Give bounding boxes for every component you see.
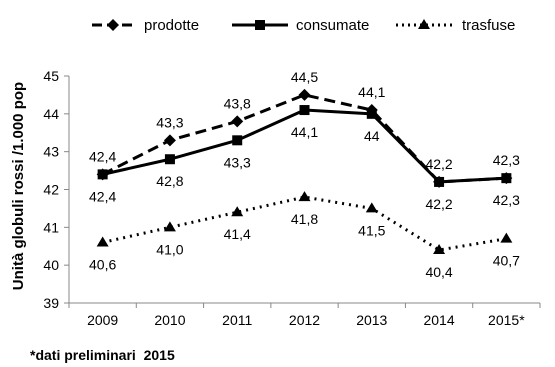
point-trasfuse [163,221,176,232]
data-label-trasfuse: 40,4 [425,264,452,280]
series-consumate: 42,4 42,8 43,3 44,1 44 42,2 42,3 [89,105,520,212]
point-trasfuse [433,244,446,255]
point-trasfuse [500,232,513,243]
point-prodotte [96,168,109,181]
axes: 39 40 41 42 43 44 45 2009 2010 2011 2012 2013 2014 20… [43,68,541,328]
y-axis-title: Unità globuli rossi /1.000 pop [10,82,27,290]
point-consumate [164,154,175,165]
y-tick-label: 45 [43,68,59,84]
point-trasfuse [96,236,109,247]
y-tick-label: 42 [43,182,59,198]
legend-item-trasfuse: trasfuse [396,17,515,34]
point-prodotte [500,172,513,185]
legend-label-prodotte: prodotte [144,17,199,34]
data-label-trasfuse: 41,8 [291,211,318,227]
data-label-trasfuse: 41,4 [224,226,251,242]
data-label-consumate: 43,3 [224,154,251,170]
series-prodotte: 42,4 43,3 43,8 44,5 44,1 42,2 42,3 [89,69,520,188]
data-label-trasfuse: 41,5 [358,222,385,238]
point-prodotte [231,115,244,128]
series-trasfuse: 40,6 41,0 41,4 41,8 41,5 40,4 40,7 [89,191,520,280]
data-label-trasfuse: 40,7 [493,253,520,269]
y-tick-label: 44 [43,106,59,122]
series-layer: 40,6 41,0 41,4 41,8 41,5 40,4 40,7 42,4 42,8 43,3… [89,69,520,280]
point-consumate [232,135,243,146]
legend-marker-prodotte [107,19,119,31]
point-trasfuse [365,202,378,213]
y-tick-label: 43 [43,144,59,160]
point-prodotte [163,134,176,147]
data-label-prodotte: 43,3 [156,114,183,130]
legend: prodotte consumate trasfuse [92,17,515,34]
footnote: *dati preliminari 2015 [30,347,175,363]
y-tick-label: 39 [43,295,59,311]
point-prodotte [298,88,311,101]
point-prodotte [365,104,378,117]
data-label-prodotte: 42,3 [493,152,520,168]
data-label-prodotte: 42,2 [425,156,452,172]
data-label-trasfuse: 40,6 [89,256,116,272]
data-label-consumate: 42,4 [89,188,116,204]
legend-label-consumate: consumate [296,17,369,34]
x-tick-label: 2015* [488,312,525,328]
point-trasfuse [298,191,311,202]
data-label-prodotte: 44,5 [291,69,318,85]
point-prodotte [433,175,446,188]
data-label-consumate: 44 [364,128,380,144]
x-tick-label: 2011 [222,312,252,328]
data-label-consumate: 44,1 [291,124,318,140]
point-trasfuse [231,206,244,217]
point-consumate [299,105,310,116]
data-label-prodotte: 42,4 [89,148,116,164]
data-label-consumate: 42,3 [493,192,520,208]
data-label-consumate: 42,2 [425,196,452,212]
y-tick-label: 40 [43,257,59,273]
legend-item-prodotte: prodotte [92,17,199,34]
data-label-prodotte: 43,8 [224,95,251,111]
data-label-consumate: 42,8 [156,173,183,189]
x-tick-label: 2009 [87,312,118,328]
data-label-prodotte: 44,1 [358,84,385,100]
legend-item-consumate: consumate [232,17,369,34]
x-tick-label: 2010 [154,312,185,328]
legend-marker-trasfuse [418,19,430,29]
data-label-trasfuse: 41,0 [156,241,183,257]
legend-label-trasfuse: trasfuse [462,17,515,34]
y-tick-label: 41 [43,219,59,235]
x-tick-label: 2012 [289,312,320,328]
legend-marker-consumate [255,20,265,30]
x-tick-label: 2014 [423,312,454,328]
x-tick-label: 2013 [356,312,387,328]
